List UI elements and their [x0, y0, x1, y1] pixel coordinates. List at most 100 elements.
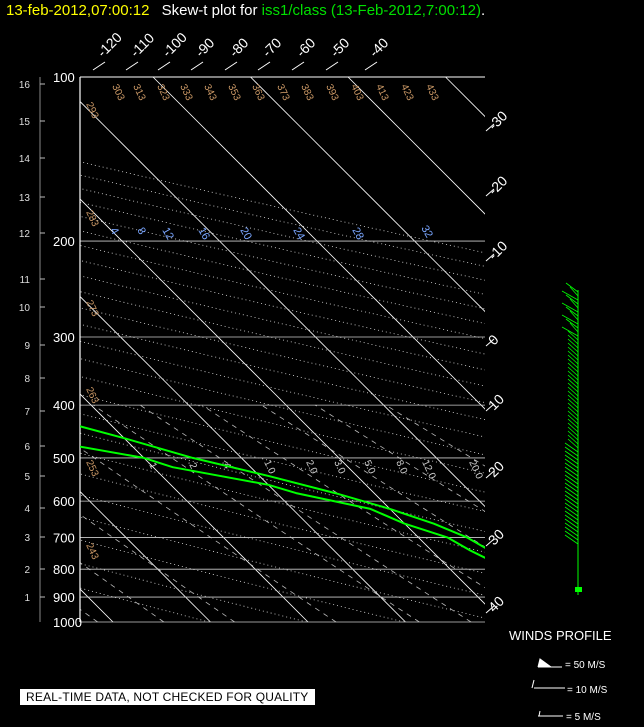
dry-adiabat — [80, 215, 485, 310]
theta-label: 403 — [348, 83, 365, 103]
wind-barb — [561, 326, 579, 337]
wind-barb — [569, 322, 579, 333]
wind-barb — [567, 362, 579, 373]
temp-label-right: 0 — [485, 331, 502, 348]
wind-barb — [567, 410, 579, 421]
wind-barb — [567, 354, 579, 365]
legend-full-barb — [531, 679, 535, 689]
wind-barb — [565, 282, 579, 293]
dry-adiabat — [80, 307, 485, 403]
height-label: 4 — [24, 504, 30, 515]
theta-label: 323 — [154, 83, 171, 103]
pressure-label: 400 — [53, 398, 75, 413]
dry-adiabat — [80, 376, 485, 474]
wind-barb — [567, 366, 579, 377]
temp-label-top: -40 — [366, 34, 392, 60]
dry-adiabat — [80, 563, 307, 622]
mixing-ratio-line — [261, 404, 485, 548]
isotherm-line — [80, 295, 406, 622]
theta-label: 243 — [83, 542, 100, 562]
wind-barb — [564, 498, 579, 509]
theta-label: 353 — [225, 83, 242, 103]
temp-label-top: -70 — [259, 34, 285, 60]
mixing-ratio-line — [314, 404, 485, 512]
temp-tick-right — [485, 123, 495, 132]
height-label: 2 — [24, 565, 30, 576]
dry-adiabat — [80, 358, 485, 456]
theta-label: 253 — [83, 459, 100, 479]
isotherm-line — [80, 100, 485, 508]
isotherm-line — [347, 77, 485, 215]
wind-barb — [567, 434, 579, 445]
pressure-label: 200 — [53, 234, 75, 249]
dry-adiabat — [80, 291, 485, 387]
height-label: 15 — [19, 117, 31, 128]
isotherm-line — [80, 393, 309, 622]
wind-barb — [564, 514, 579, 525]
theta-label: 313 — [130, 83, 147, 103]
wind-barb — [567, 390, 579, 401]
wind-barb — [567, 394, 579, 405]
dry-adiabat-lines — [80, 161, 485, 622]
height-label: 14 — [19, 154, 31, 165]
isotherm-line — [80, 198, 485, 605]
wind-barb — [567, 402, 579, 413]
temp-label-top: -100 — [159, 29, 190, 60]
mixing-ratio-line — [201, 404, 485, 589]
dry-adiabat — [80, 432, 485, 532]
pressure-label: 1000 — [53, 615, 82, 630]
wind-barb — [564, 486, 579, 497]
mixing-ratio-label: 8 — [134, 226, 147, 237]
wind-barb — [567, 370, 579, 381]
pressure-label: 100 — [53, 70, 75, 85]
mixing-ratio-label: 24 — [290, 226, 307, 243]
theta-label: 433 — [423, 83, 440, 103]
mixing-ratio-label: 2.0 — [303, 459, 319, 477]
wind-barb — [567, 422, 579, 433]
wind-barb — [564, 482, 579, 493]
wind-barb — [567, 334, 579, 345]
height-label: 3 — [24, 533, 30, 544]
wind-barb — [565, 294, 579, 305]
wind-barb — [567, 350, 579, 361]
dry-adiabat — [80, 174, 485, 267]
dry-adiabat — [80, 275, 485, 371]
height-label: 9 — [24, 341, 30, 352]
wind-barb — [564, 494, 579, 505]
mixing-ratio-line — [93, 404, 420, 622]
pressure-label: 500 — [53, 451, 75, 466]
plot-header: 13-feb-2012,07:00:12 Skew-t plot for iss… — [6, 2, 485, 19]
temp-tick-top — [92, 61, 106, 71]
wind-barb — [567, 382, 579, 393]
temp-tick-right — [485, 253, 495, 262]
theta-label: 383 — [298, 83, 315, 103]
plot-frame — [39, 76, 485, 622]
temp-tick-right — [485, 338, 495, 347]
pressure-label: 700 — [53, 531, 75, 546]
mixing-ratio-label: 8.0 — [393, 459, 409, 477]
data-source: iss1/class (13-Feb-2012,7:00:12) — [261, 2, 481, 19]
height-label: 11 — [20, 275, 31, 286]
theta-label: 283 — [83, 209, 100, 229]
pressure-label: 900 — [53, 590, 75, 605]
dry-adiabat — [80, 230, 485, 324]
wind-barb — [564, 522, 579, 533]
theta-label: 303 — [109, 83, 126, 103]
wind-barb — [565, 318, 579, 329]
axis-labels: 1002003004005006007008009001000123456789… — [19, 29, 511, 630]
wind-barb — [564, 530, 579, 541]
wind-barb — [567, 386, 579, 397]
temp-label-top: -50 — [327, 34, 353, 60]
wind-barb — [567, 342, 579, 353]
pressure-label: 300 — [53, 330, 75, 345]
wind-barb — [567, 330, 579, 341]
dewpoint-trace — [80, 445, 485, 559]
dry-adiabat — [80, 473, 485, 574]
mixing-ratio-label: 3.0 — [331, 459, 347, 477]
dry-adiabat — [80, 188, 485, 281]
legend-pennant — [537, 658, 553, 668]
mixing-ratio-line — [139, 404, 472, 622]
plot-datetime: 13-feb-2012,07:00:12 — [6, 2, 150, 19]
wind-barb — [565, 306, 579, 317]
mixing-ratio-label: 12.0 — [419, 459, 437, 482]
